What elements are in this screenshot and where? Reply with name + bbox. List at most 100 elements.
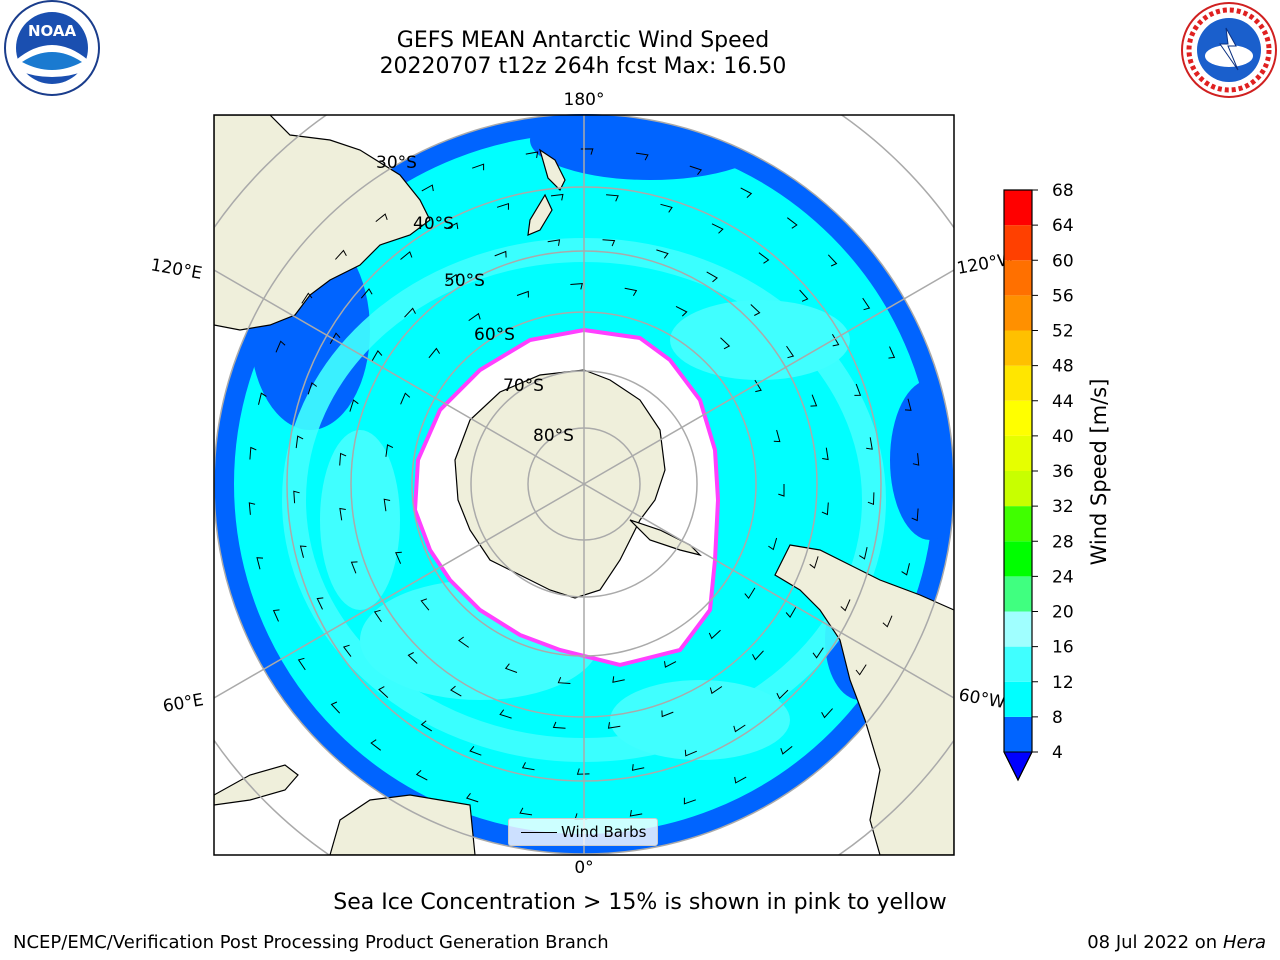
wind-barb xyxy=(407,652,418,664)
wind-barbs xyxy=(248,148,920,820)
svg-text:NOAA: NOAA xyxy=(28,22,77,40)
wind-barb xyxy=(683,797,696,805)
colorbar-tick-label: 64 xyxy=(1052,216,1074,236)
wind-barb xyxy=(840,599,851,612)
colorbar-tick-label: 20 xyxy=(1052,603,1074,623)
colorbar: 68 64 60 56 52 48 44 40 36 32 28 24 20 16 12 8 4 xyxy=(1003,181,1074,782)
wind-barb xyxy=(656,249,669,259)
colorbar-tick-label: 4 xyxy=(1052,743,1063,763)
wind-barb xyxy=(256,557,264,570)
wind-barb xyxy=(602,239,616,247)
lon-label-60w: 60°W xyxy=(957,685,1007,713)
wind-barb xyxy=(316,597,324,610)
colorbar-segment xyxy=(1004,330,1032,366)
wind-barb xyxy=(360,288,373,299)
colorbar-segment xyxy=(1004,260,1032,296)
wind-barb xyxy=(420,598,430,611)
wind-barb xyxy=(371,350,383,362)
colorbar-tick-label: 44 xyxy=(1052,392,1074,412)
wind-barb xyxy=(295,435,304,449)
wind-barb xyxy=(821,502,829,516)
colorbar-tick-label: 12 xyxy=(1052,673,1074,693)
wind-barb xyxy=(342,644,352,657)
colorbar-segment xyxy=(1004,295,1032,331)
colorbar-tick-label: 56 xyxy=(1052,286,1074,306)
wind-barb xyxy=(854,383,862,396)
wind-barb xyxy=(859,546,868,560)
wind-barb xyxy=(468,312,481,322)
wind-barb xyxy=(370,739,382,751)
wind-barb xyxy=(708,629,721,640)
wind-barb xyxy=(866,437,873,450)
colorbar-segment xyxy=(1004,716,1032,752)
wind-barb xyxy=(831,334,840,347)
wind-barb xyxy=(547,239,561,246)
colorbar-segment xyxy=(1004,400,1032,436)
colorbar-segment xyxy=(1004,681,1032,717)
wind-barb xyxy=(661,710,674,718)
footer-host: Hera xyxy=(1222,932,1266,953)
wind-barb xyxy=(428,347,441,359)
colorbar-tick-label: 32 xyxy=(1052,497,1074,517)
wind-barb xyxy=(799,289,809,302)
wind-barb xyxy=(525,151,539,158)
colorbar-label: Wind Speed [m/s] xyxy=(1087,379,1111,566)
wind-barb xyxy=(911,508,919,522)
wind-barb xyxy=(809,556,819,569)
wind-barb xyxy=(664,661,677,668)
wind-barb xyxy=(733,724,746,733)
wind-barb xyxy=(469,745,482,756)
wind-barb xyxy=(629,810,643,817)
wind-barb xyxy=(335,249,347,260)
wind-barb xyxy=(912,453,920,466)
wind-barb xyxy=(297,657,306,671)
wind-barb xyxy=(862,297,871,311)
wind-barb xyxy=(744,587,756,600)
wind-barb xyxy=(421,184,434,192)
noaa-logo: NOAA xyxy=(4,0,100,96)
wind-barb xyxy=(570,283,583,290)
wind-barb xyxy=(776,689,789,700)
lat-label-40s: 40°S xyxy=(413,214,454,234)
wind-barb xyxy=(758,252,770,264)
wind-barb xyxy=(499,709,512,719)
colorbar-tick-label: 8 xyxy=(1052,708,1063,728)
wind-barb xyxy=(420,720,433,732)
land-madagascar xyxy=(214,764,299,806)
wind-barb xyxy=(612,676,625,683)
colorbar-segment xyxy=(1004,365,1032,401)
chart-title: GEFS MEAN Antarctic Wind Speed xyxy=(396,28,770,53)
wind-barb xyxy=(689,165,703,176)
wind-barb xyxy=(606,194,619,202)
colorbar-tick-label: 52 xyxy=(1052,322,1074,342)
wind-barb xyxy=(373,609,382,623)
wind-barb xyxy=(519,807,533,816)
lon-label-60e: 60°E xyxy=(161,690,205,717)
lat-label-50s: 50°S xyxy=(444,271,485,291)
colorbar-tick-label: 16 xyxy=(1052,638,1074,658)
wind-barb xyxy=(901,563,910,576)
wind-barb xyxy=(821,708,833,719)
wind-barb xyxy=(711,223,724,234)
wind-barb xyxy=(882,615,893,628)
wind-barb xyxy=(706,271,718,283)
colorbar-segment xyxy=(1004,471,1032,507)
lat-label-30s: 30°S xyxy=(376,153,417,173)
land-antarctica xyxy=(454,369,666,599)
wind-barb xyxy=(812,647,824,659)
colorbar-tick-label: 68 xyxy=(1052,181,1074,201)
wind-barb xyxy=(446,222,459,230)
colorbar-tick-label: 28 xyxy=(1052,532,1074,552)
wind-barb xyxy=(867,492,875,506)
legend-line-swatch xyxy=(521,832,557,833)
wind-barb xyxy=(301,292,313,304)
colorbar-tick-label: 24 xyxy=(1052,567,1074,587)
colorbar-segment xyxy=(1004,646,1032,682)
wind-barb xyxy=(496,203,510,210)
wind-barb xyxy=(904,398,912,411)
colorbar-tick-label: 40 xyxy=(1052,427,1074,447)
wind-barb xyxy=(773,429,781,443)
wind-barb xyxy=(684,749,697,757)
wind-barb xyxy=(550,193,564,201)
footer-date: 08 Jul 2022 on Hera xyxy=(1087,932,1266,953)
